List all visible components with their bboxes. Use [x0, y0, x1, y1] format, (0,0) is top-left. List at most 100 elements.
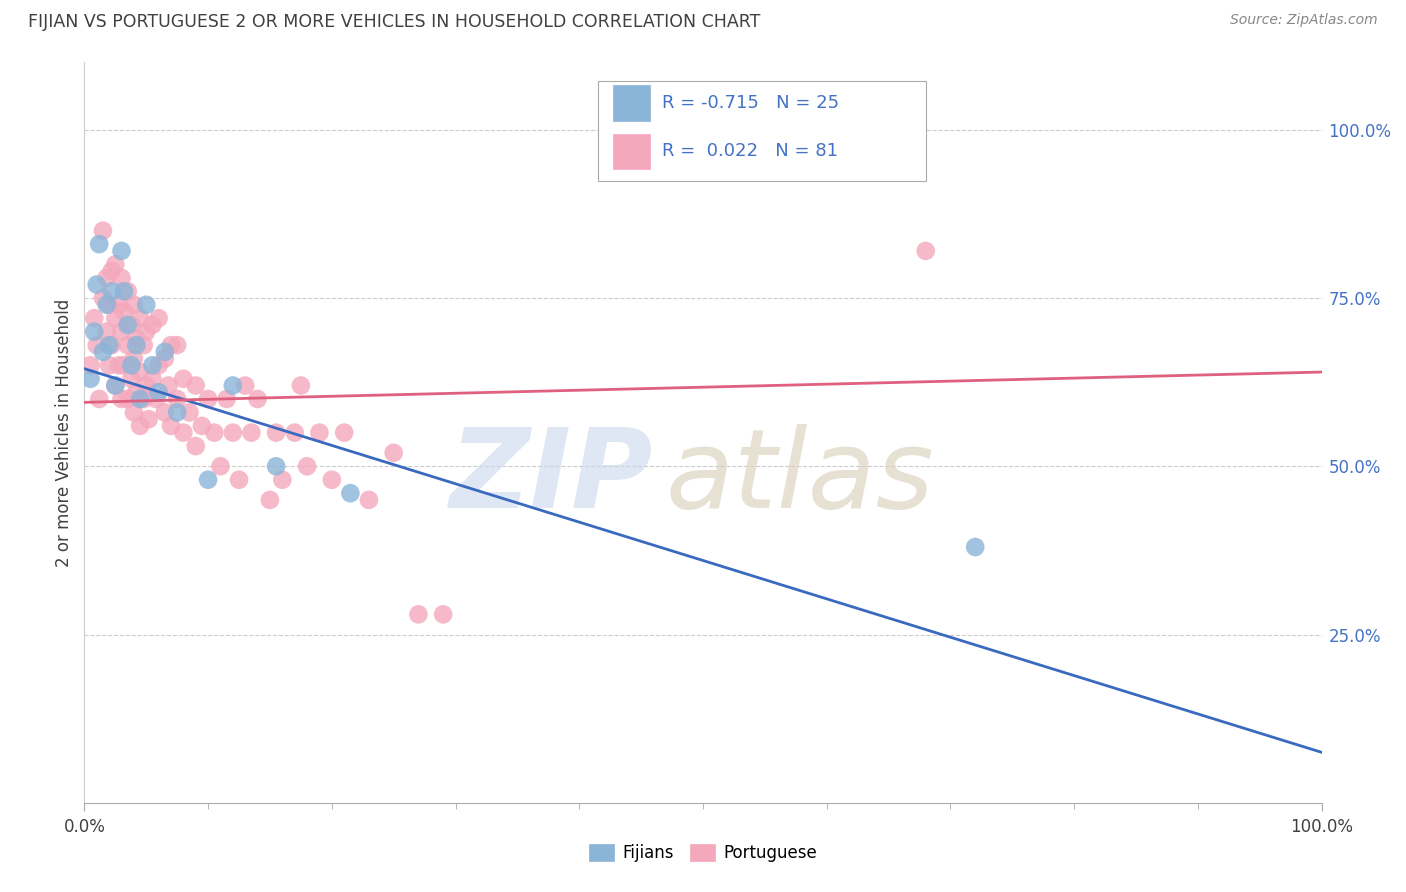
Point [89, 392, 111, 406]
Point [122, 405, 145, 419]
Point [290, 378, 312, 392]
Point [125, 385, 148, 400]
Text: R = -0.715   N = 25: R = -0.715 N = 25 [662, 95, 839, 112]
Point [271, 473, 294, 487]
Point [129, 418, 152, 433]
Point [160, 338, 183, 352]
Point [138, 412, 160, 426]
Point [117, 338, 139, 352]
Point [112, 359, 135, 373]
Point [172, 372, 194, 386]
Point [259, 492, 281, 507]
Point [308, 425, 330, 440]
Text: R =  0.022   N = 81: R = 0.022 N = 81 [662, 143, 838, 161]
Point [284, 425, 307, 440]
Point [166, 392, 188, 406]
FancyBboxPatch shape [613, 86, 650, 121]
Point [432, 607, 454, 622]
Point [191, 418, 214, 433]
Point [179, 405, 201, 419]
Point [148, 311, 170, 326]
Point [240, 425, 263, 440]
Point [132, 392, 155, 406]
Point [153, 351, 176, 366]
Point [104, 257, 127, 271]
Text: FIJIAN VS PORTUGUESE 2 OR MORE VEHICLES IN HOUSEHOLD CORRELATION CHART: FIJIAN VS PORTUGUESE 2 OR MORE VEHICLES … [28, 13, 761, 31]
Text: ZIP: ZIP [450, 424, 654, 531]
Point [166, 338, 188, 352]
Legend: Fijians, Portuguese: Fijians, Portuguese [582, 837, 824, 869]
Point [172, 425, 194, 440]
Point [153, 405, 176, 419]
Point [914, 244, 936, 258]
Text: Source: ZipAtlas.com: Source: ZipAtlas.com [1230, 13, 1378, 28]
Point [184, 439, 207, 453]
Point [112, 304, 135, 318]
Point [120, 372, 142, 386]
Point [122, 298, 145, 312]
Point [83, 311, 105, 326]
Point [110, 270, 132, 285]
Point [141, 359, 163, 373]
Point [129, 365, 152, 379]
Point [96, 298, 118, 312]
Point [222, 425, 245, 440]
Point [233, 378, 256, 392]
Point [120, 359, 142, 373]
Point [96, 270, 118, 285]
Point [86, 277, 108, 292]
Point [91, 291, 114, 305]
Point [382, 446, 405, 460]
Point [148, 385, 170, 400]
Point [357, 492, 380, 507]
Point [112, 285, 135, 299]
FancyBboxPatch shape [598, 81, 925, 181]
Point [166, 405, 188, 419]
Point [117, 392, 139, 406]
Point [100, 264, 122, 278]
Point [333, 425, 356, 440]
Point [153, 344, 176, 359]
Point [98, 359, 121, 373]
Point [215, 392, 238, 406]
Point [100, 338, 122, 352]
Point [110, 325, 132, 339]
Point [91, 344, 114, 359]
Point [321, 473, 343, 487]
FancyBboxPatch shape [613, 134, 650, 169]
Point [117, 318, 139, 332]
Point [108, 359, 131, 373]
Point [160, 418, 183, 433]
Point [246, 392, 269, 406]
Point [104, 378, 127, 392]
Point [96, 325, 118, 339]
Point [104, 311, 127, 326]
Point [228, 473, 250, 487]
Point [222, 378, 245, 392]
Point [79, 372, 101, 386]
Point [129, 311, 152, 326]
Point [295, 459, 318, 474]
Point [264, 425, 287, 440]
Point [117, 285, 139, 299]
Point [98, 338, 121, 352]
Point [98, 298, 121, 312]
Point [141, 318, 163, 332]
Point [132, 338, 155, 352]
Point [89, 237, 111, 252]
Point [125, 338, 148, 352]
Point [79, 359, 101, 373]
Point [209, 459, 232, 474]
Point [104, 378, 127, 392]
Point [965, 540, 987, 554]
Point [339, 486, 361, 500]
Point [86, 338, 108, 352]
Point [197, 392, 219, 406]
Point [408, 607, 430, 622]
Point [197, 473, 219, 487]
Point [129, 392, 152, 406]
Point [135, 298, 157, 312]
Point [108, 298, 131, 312]
Point [148, 359, 170, 373]
Point [202, 425, 225, 440]
